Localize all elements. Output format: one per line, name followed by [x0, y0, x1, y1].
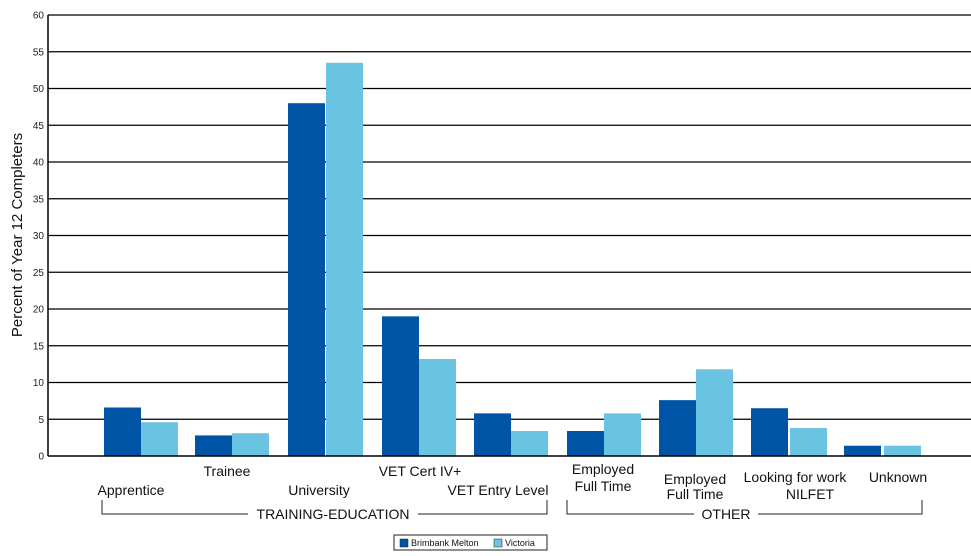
bar-victoria-employed-full-time [604, 413, 641, 456]
group-label-training-education: TRAINING-EDUCATION [257, 506, 410, 522]
y-tick-label: 25 [33, 268, 45, 279]
category-label-employed-ft-1-line2: Full Time [575, 478, 632, 494]
y-tick-label: 15 [33, 341, 45, 352]
category-label-employed-ft-2-line2: Full Time [667, 486, 724, 502]
category-label-unknown: Unknown [869, 469, 927, 485]
category-label-employed-ft-2-line1: Employed [664, 471, 726, 487]
bar-victoria-employed-full-time [696, 369, 733, 456]
y-axis-label: Percent of Year 12 Completers [9, 133, 26, 337]
y-tick-label: 50 [33, 84, 45, 95]
category-label-university: University [288, 482, 349, 498]
bar-brimbank-melton-employed-full-time [659, 400, 696, 456]
bar-victoria-university [326, 62, 363, 457]
category-label-nilfet: NILFET [786, 486, 835, 502]
y-tick-label: 30 [33, 231, 45, 242]
y-tick-label: 10 [33, 378, 45, 389]
group-label-other: OTHER [702, 506, 751, 522]
y-tick-label: 55 [33, 47, 45, 58]
bar-brimbank-melton-trainee [195, 435, 232, 456]
bar-victoria-unknown [884, 445, 921, 456]
bar-brimbank-melton-apprentice [104, 407, 141, 456]
legend-swatch-brimbank-melton [399, 538, 409, 548]
bar-brimbank-melton-university [288, 103, 325, 456]
legend-label-brimbank-melton: Brimbank Melton [411, 538, 479, 548]
category-label-looking-for-work: Looking for work [744, 469, 848, 485]
y-tick-labels: 0 5 10 15 20 25 30 35 40 45 50 55 60 [33, 11, 45, 463]
bar-brimbank-melton-looking-for-work [751, 408, 788, 456]
category-label-vet-entry: VET Entry Level [448, 482, 549, 498]
bars [104, 62, 921, 457]
y-tick-label: 5 [38, 415, 44, 426]
category-label-employed-ft-1-line1: Employed [572, 461, 634, 477]
bar-brimbank-melton-unknown [844, 445, 881, 456]
y-tick-label: 0 [38, 452, 44, 463]
bar-victoria-trainee [232, 433, 269, 456]
bar-victoria-apprentice [141, 422, 178, 456]
bar-victoria-looking-for-work [790, 428, 827, 456]
bar-brimbank-melton-vet-cert-iv- [382, 316, 419, 456]
legend-label-victoria: Victoria [505, 538, 535, 548]
category-label-vet-cert: VET Cert IV+ [379, 463, 462, 479]
gridlines [48, 14, 971, 420]
y-tick-label: 20 [33, 305, 45, 316]
category-label-trainee: Trainee [204, 463, 251, 479]
bar-brimbank-melton-vet-entry-level [474, 413, 511, 456]
legend: Brimbank Melton Victoria [393, 534, 548, 551]
y-tick-label: 40 [33, 158, 45, 169]
legend-swatch-victoria [493, 538, 503, 548]
bar-victoria-vet-entry-level [511, 431, 548, 456]
bar-victoria-vet-cert-iv- [419, 358, 456, 456]
category-label-apprentice: Apprentice [98, 482, 165, 498]
y-tick-label: 35 [33, 194, 45, 205]
bar-brimbank-melton-employed-full-time [567, 431, 604, 456]
y-tick-label: 60 [33, 11, 45, 22]
y-tick-label: 45 [33, 121, 45, 132]
